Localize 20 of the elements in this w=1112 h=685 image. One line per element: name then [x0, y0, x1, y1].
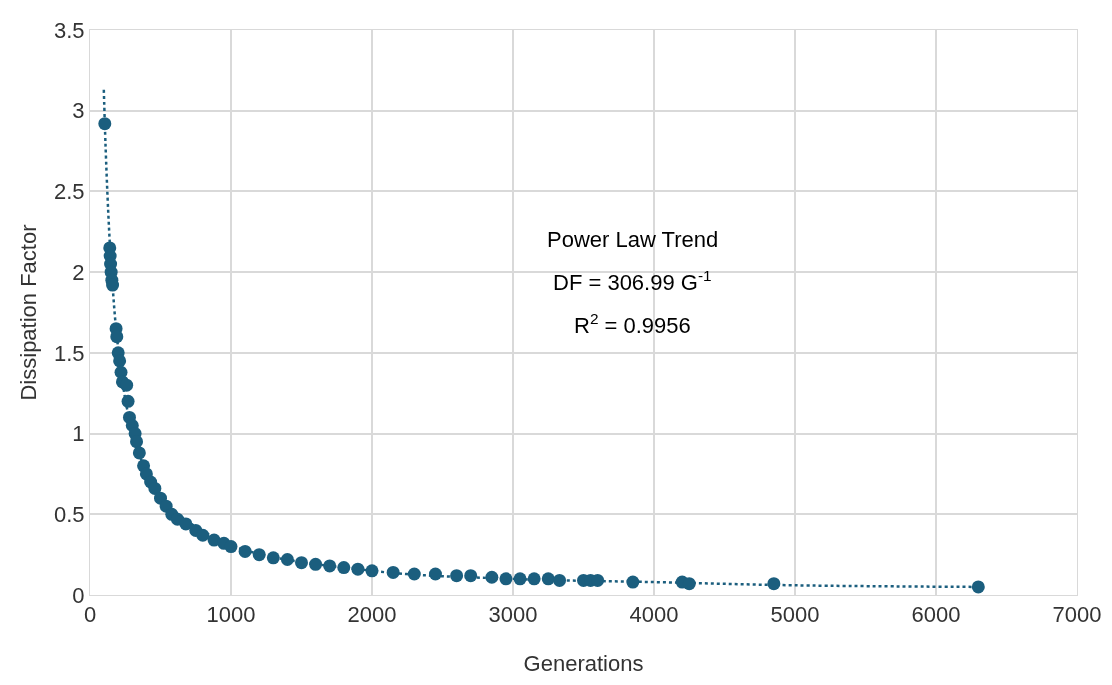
x-tick-label: 1000 — [206, 602, 256, 628]
x-tick-label: 2000 — [347, 602, 397, 628]
x-tick-label: 5000 — [770, 602, 820, 628]
x-tick-label: 4000 — [629, 602, 679, 628]
x-axis-title: Generations — [523, 651, 644, 676]
annotation: DF = 306.99 G$^{-1}$ — [553, 267, 712, 296]
y-tick-label: 0 — [72, 582, 85, 608]
y-tick-label: 1 — [72, 421, 85, 447]
annotation: Power Law Trend — [547, 227, 719, 252]
y-tick-label: 3 — [72, 98, 85, 124]
y-tick-label: 1.5 — [54, 340, 85, 366]
x-tick-label: 3000 — [488, 602, 538, 628]
y-tick-label: 2 — [72, 259, 85, 285]
y-tick-label: 0.5 — [54, 501, 85, 527]
annotation: R$^{2}$ = 0.9956 — [574, 310, 691, 339]
x-tick-label: 7000 — [1052, 602, 1102, 628]
y-tick-label: 3.5 — [54, 17, 85, 43]
y-axis-title: Dissipation Factor — [16, 224, 41, 401]
y-tick-label: 2.5 — [54, 179, 85, 205]
x-tick-label: 6000 — [911, 602, 961, 628]
